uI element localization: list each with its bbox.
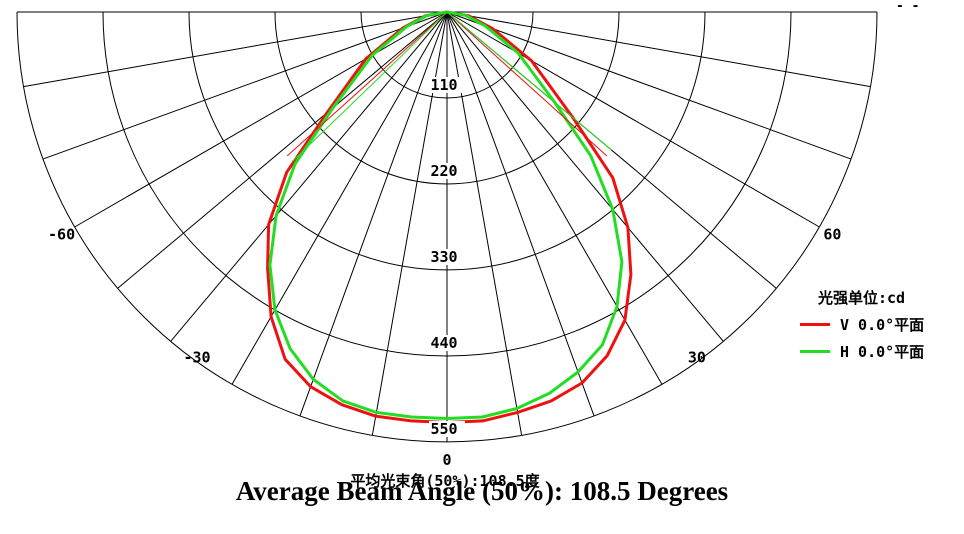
grid-spoke: [446, 11, 724, 342]
grid-spoke: [231, 11, 448, 385]
beam-guide-line: [446, 11, 613, 151]
grid-spoke: [299, 11, 448, 417]
grid-spoke: [42, 11, 448, 160]
curve-v-plane: [266, 10, 633, 424]
beam-guide-line: [446, 11, 608, 157]
legend-label-v: V 0.0°平面: [840, 316, 925, 334]
beam-guide-line: [286, 11, 448, 157]
angle-label: -60: [48, 226, 75, 244]
polar-grid: [16, 11, 878, 443]
radial-tick-label: 440: [430, 334, 457, 352]
radial-tick-bg: [429, 77, 465, 93]
beam-angle-label: 平均光束角(50%):108.5度: [350, 472, 540, 490]
radial-tick-bg: [429, 421, 465, 437]
grid-spoke: [446, 11, 871, 88]
legend-label-h: H 0.0°平面: [840, 343, 925, 361]
radial-tick-bg: [429, 335, 465, 351]
angle-label: -30: [184, 348, 211, 366]
grid-spoke: [446, 11, 852, 160]
radial-tick-label: 330: [430, 248, 457, 266]
grid-spoke: [446, 11, 523, 436]
grid-spoke: [74, 11, 448, 228]
legend-title: 光强单位:cd: [818, 289, 906, 307]
grid-spoke: [446, 11, 663, 385]
radial-tick-label: 220: [430, 162, 457, 180]
polar-labels: 110 220 330 440 550 -60 -30 0 30 60: [48, 76, 841, 469]
caption: Average Beam Angle (50%): 108.5 Degrees: [235, 476, 729, 506]
beam-guide-line: [291, 11, 448, 162]
grid-spoke: [23, 11, 448, 88]
legend-swatch-h: [800, 350, 830, 353]
grid-spoke: [446, 11, 595, 417]
angle-label: 30: [688, 348, 706, 366]
angle-label: 0: [442, 451, 451, 469]
curve-h-plane: [268, 10, 624, 420]
radial-tick-label: 550: [430, 420, 457, 438]
radial-tick-bg: [429, 249, 465, 265]
grid-spoke: [446, 11, 820, 228]
grid-spoke: [170, 11, 448, 342]
legend-swatch-v: [800, 323, 830, 326]
radial-tick-label: 110: [430, 76, 457, 94]
intensity-curves: [266, 10, 633, 424]
radial-tick-bg: [429, 163, 465, 179]
corner-mark: - -: [896, 0, 919, 14]
angle-label: 60: [823, 226, 841, 244]
grid-spoke: [117, 11, 448, 289]
